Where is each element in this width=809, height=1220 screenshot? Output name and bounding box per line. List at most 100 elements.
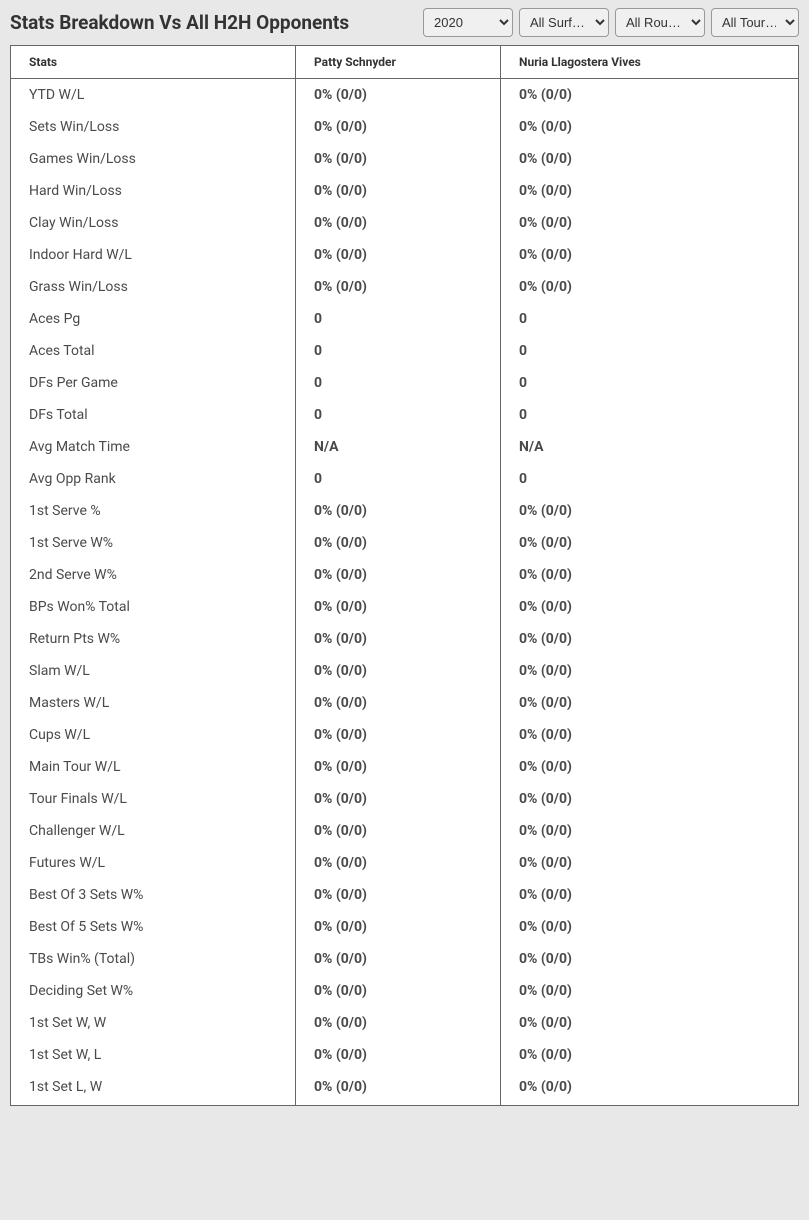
table-row: Tour Finals W/L0% (0/0)0% (0/0) [11, 783, 799, 815]
player1-value: 0% (0/0) [296, 1039, 501, 1071]
player2-value: 0% (0/0) [501, 975, 799, 1007]
filter-group: 2020 All Surf… All Rou… All Tour… [423, 8, 799, 37]
stat-label: 1st Set W, W [11, 1007, 296, 1039]
player1-value: 0% (0/0) [296, 847, 501, 879]
stat-label: 1st Set W, L [11, 1039, 296, 1071]
player2-value: 0% (0/0) [501, 815, 799, 847]
player1-value: 0% (0/0) [296, 559, 501, 591]
player1-value: 0% (0/0) [296, 111, 501, 143]
player2-value: 0% (0/0) [501, 527, 799, 559]
stat-label: Best Of 5 Sets W% [11, 911, 296, 943]
player1-value: 0% (0/0) [296, 815, 501, 847]
stat-label: 1st Serve % [11, 495, 296, 527]
table-row: Games Win/Loss0% (0/0)0% (0/0) [11, 143, 799, 175]
stat-label: Aces Pg [11, 303, 296, 335]
table-row: Best Of 5 Sets W%0% (0/0)0% (0/0) [11, 911, 799, 943]
table-row: YTD W/L0% (0/0)0% (0/0) [11, 79, 799, 112]
player2-value: 0% (0/0) [501, 143, 799, 175]
player1-value: 0% (0/0) [296, 591, 501, 623]
player1-value: 0% (0/0) [296, 719, 501, 751]
stat-label: Return Pts W% [11, 623, 296, 655]
page-title: Stats Breakdown Vs All H2H Opponents [10, 11, 349, 34]
player2-value: 0% (0/0) [501, 623, 799, 655]
player1-value: 0% (0/0) [296, 207, 501, 239]
table-row: DFs Per Game00 [11, 367, 799, 399]
player2-value: 0% (0/0) [501, 1039, 799, 1071]
round-select[interactable]: All Rou… [615, 8, 705, 37]
table-row: 1st Set W, W0% (0/0)0% (0/0) [11, 1007, 799, 1039]
tournament-select[interactable]: All Tour… [711, 8, 799, 37]
stat-label: Indoor Hard W/L [11, 239, 296, 271]
table-row: Aces Pg00 [11, 303, 799, 335]
table-row: Avg Opp Rank00 [11, 463, 799, 495]
table-body: YTD W/L0% (0/0)0% (0/0)Sets Win/Loss0% (… [11, 79, 799, 1106]
player1-value: 0% (0/0) [296, 975, 501, 1007]
stat-label: 2nd Serve W% [11, 559, 296, 591]
player1-value: 0% (0/0) [296, 943, 501, 975]
player2-value: 0% (0/0) [501, 495, 799, 527]
table-row: Indoor Hard W/L0% (0/0)0% (0/0) [11, 239, 799, 271]
column-header-player2: Nuria Llagostera Vives [501, 46, 799, 79]
player2-value: 0% (0/0) [501, 847, 799, 879]
header-bar: Stats Breakdown Vs All H2H Opponents 202… [0, 0, 809, 45]
table-row: Challenger W/L0% (0/0)0% (0/0) [11, 815, 799, 847]
table-row: 1st Serve W%0% (0/0)0% (0/0) [11, 527, 799, 559]
player1-value: 0% (0/0) [296, 175, 501, 207]
player2-value: 0% (0/0) [501, 1071, 799, 1106]
player2-value: 0% (0/0) [501, 943, 799, 975]
table-row: Hard Win/Loss0% (0/0)0% (0/0) [11, 175, 799, 207]
table-row: Avg Match TimeN/AN/A [11, 431, 799, 463]
table-row: Best Of 3 Sets W%0% (0/0)0% (0/0) [11, 879, 799, 911]
player2-value: 0% (0/0) [501, 271, 799, 303]
player2-value: 0% (0/0) [501, 591, 799, 623]
table-container: Stats Patty Schnyder Nuria Llagostera Vi… [0, 45, 809, 1124]
player1-value: 0% (0/0) [296, 623, 501, 655]
table-row: DFs Total00 [11, 399, 799, 431]
player2-value: 0% (0/0) [501, 559, 799, 591]
player1-value: 0% (0/0) [296, 751, 501, 783]
stat-label: Sets Win/Loss [11, 111, 296, 143]
player2-value: 0% (0/0) [501, 79, 799, 112]
player2-value: 0% (0/0) [501, 783, 799, 815]
player2-value: 0% (0/0) [501, 111, 799, 143]
player1-value: N/A [296, 431, 501, 463]
table-row: 1st Serve %0% (0/0)0% (0/0) [11, 495, 799, 527]
stat-label: Games Win/Loss [11, 143, 296, 175]
player1-value: 0 [296, 335, 501, 367]
player2-value: 0% (0/0) [501, 719, 799, 751]
surface-select[interactable]: All Surf… [519, 8, 609, 37]
stat-label: TBs Win% (Total) [11, 943, 296, 975]
player2-value: 0% (0/0) [501, 879, 799, 911]
player1-value: 0% (0/0) [296, 495, 501, 527]
table-row: Masters W/L0% (0/0)0% (0/0) [11, 687, 799, 719]
stat-label: 1st Serve W% [11, 527, 296, 559]
table-row: Slam W/L0% (0/0)0% (0/0) [11, 655, 799, 687]
player1-value: 0 [296, 463, 501, 495]
year-select[interactable]: 2020 [423, 8, 513, 37]
stat-label: Avg Opp Rank [11, 463, 296, 495]
player2-value: 0% (0/0) [501, 239, 799, 271]
stat-label: Challenger W/L [11, 815, 296, 847]
table-header-row: Stats Patty Schnyder Nuria Llagostera Vi… [11, 46, 799, 79]
table-row: Sets Win/Loss0% (0/0)0% (0/0) [11, 111, 799, 143]
player2-value: 0% (0/0) [501, 655, 799, 687]
player1-value: 0% (0/0) [296, 143, 501, 175]
table-row: 2nd Serve W%0% (0/0)0% (0/0) [11, 559, 799, 591]
player2-value: 0 [501, 399, 799, 431]
table-row: BPs Won% Total0% (0/0)0% (0/0) [11, 591, 799, 623]
table-row: 1st Set L, W0% (0/0)0% (0/0) [11, 1071, 799, 1106]
stats-table: Stats Patty Schnyder Nuria Llagostera Vi… [10, 45, 799, 1106]
player2-value: 0% (0/0) [501, 687, 799, 719]
player1-value: 0% (0/0) [296, 687, 501, 719]
player2-value: 0% (0/0) [501, 1007, 799, 1039]
player1-value: 0% (0/0) [296, 783, 501, 815]
player1-value: 0% (0/0) [296, 1007, 501, 1039]
stat-label: BPs Won% Total [11, 591, 296, 623]
player2-value: 0% (0/0) [501, 911, 799, 943]
player1-value: 0% (0/0) [296, 239, 501, 271]
table-row: Deciding Set W%0% (0/0)0% (0/0) [11, 975, 799, 1007]
player2-value: 0 [501, 463, 799, 495]
player2-value: N/A [501, 431, 799, 463]
table-row: TBs Win% (Total)0% (0/0)0% (0/0) [11, 943, 799, 975]
stat-label: Main Tour W/L [11, 751, 296, 783]
